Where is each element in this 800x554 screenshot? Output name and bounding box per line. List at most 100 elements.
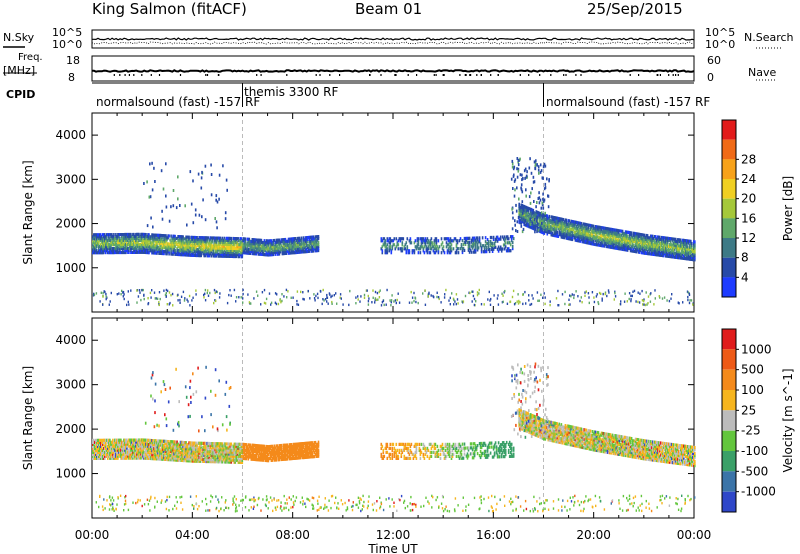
power-cell: [645, 233, 648, 238]
power-cell: [182, 251, 184, 255]
power-cell: [464, 238, 467, 243]
power-cell: [249, 245, 252, 249]
power-cell: [277, 252, 280, 256]
power-cell: [628, 241, 631, 245]
power-cell: [498, 247, 501, 251]
power-cell: [609, 233, 612, 237]
power-cell: [128, 248, 130, 252]
power-cell: [279, 248, 282, 252]
power-cell: [562, 231, 565, 236]
power-cell: [306, 245, 309, 250]
power-cell: [523, 222, 525, 226]
power-cell: [294, 237, 297, 241]
power-cell: [207, 254, 209, 258]
velocity-cell: [123, 448, 125, 452]
power-cell: [692, 250, 694, 254]
power-scatter-cell: [146, 180, 148, 184]
power-cell: [191, 251, 193, 255]
power-cell: [602, 228, 605, 232]
power-cell: [601, 240, 604, 244]
power-ground-cell: [614, 291, 616, 295]
velocity-cell: [136, 442, 138, 446]
velocity-cell: [127, 452, 129, 456]
power-cell: [125, 232, 127, 237]
power-cell: [420, 241, 423, 245]
power-cell: [623, 248, 626, 252]
power-cell: [110, 239, 112, 243]
power-cell: [635, 244, 638, 248]
power-ground-cell: [118, 292, 120, 295]
power-cell: [546, 214, 549, 218]
power-cell: [266, 247, 269, 251]
velocity-cell: [119, 444, 121, 448]
power-cell: [503, 235, 506, 239]
power-cell: [507, 249, 510, 253]
power-cell: [110, 241, 112, 245]
power-cell: [297, 238, 300, 242]
power-cell: [581, 234, 584, 238]
power-cell: [419, 251, 422, 255]
power-cell: [158, 239, 160, 243]
power-cell: [623, 242, 626, 246]
power-cell: [214, 254, 216, 258]
power-cell: [142, 248, 144, 252]
power-ground-cell: [587, 292, 590, 295]
power-cell: [263, 245, 266, 249]
power-cell: [105, 241, 107, 245]
power-cell: [574, 238, 577, 242]
power-cell: [608, 239, 611, 243]
power-cell: [629, 231, 632, 235]
power-cell: [494, 245, 497, 249]
power-ground-cell: [281, 299, 283, 303]
power-cell: [530, 214, 533, 218]
power-cell: [254, 250, 257, 254]
power-scatter-cell: [204, 218, 207, 222]
power-cell: [305, 250, 308, 254]
power-cell: [114, 249, 116, 253]
velocity-cell: [135, 450, 137, 454]
power-cell: [619, 229, 622, 233]
power-ground-cell: [93, 293, 96, 296]
nave-mark: [150, 74, 152, 76]
power-cell: [666, 244, 669, 248]
nave-mark: [319, 74, 321, 76]
power-cell: [546, 228, 549, 232]
power-cell: [94, 249, 96, 253]
power-cell: [692, 248, 694, 252]
power-cell: [208, 244, 210, 248]
power-cell: [225, 244, 227, 248]
power-cell: [211, 236, 213, 240]
power-cell: [527, 210, 529, 214]
power-cell: [573, 224, 576, 228]
power-cell: [130, 248, 132, 252]
power-cell: [240, 241, 243, 245]
power-cell: [599, 237, 602, 241]
power-cell: [292, 243, 295, 247]
power-cell: [673, 251, 676, 255]
power-cell: [103, 251, 105, 255]
velocity-cell: [98, 440, 100, 444]
power-cell: [95, 235, 97, 239]
power-ground-cell: [376, 291, 379, 295]
power-cell: [310, 235, 313, 239]
velocity-cell: [133, 444, 135, 448]
power-cell: [381, 249, 384, 253]
power-cell: [569, 233, 572, 237]
power-cell: [198, 242, 200, 246]
power-cell: [556, 232, 559, 236]
velocity-cell: [117, 438, 119, 442]
power-ground-cell: [518, 299, 520, 303]
power-cell: [571, 225, 574, 230]
power-cell: [204, 240, 206, 244]
power-cell: [417, 241, 420, 245]
power-scatter-cell: [519, 157, 521, 161]
power-cell: [527, 222, 529, 226]
power-cell: [546, 226, 549, 230]
power-cell: [190, 237, 192, 241]
power-cell: [268, 253, 271, 257]
power-cell: [622, 233, 625, 238]
power-cell: [288, 237, 291, 241]
power-cell: [267, 251, 270, 255]
power-cell: [568, 223, 571, 227]
power-cell: [277, 250, 280, 254]
